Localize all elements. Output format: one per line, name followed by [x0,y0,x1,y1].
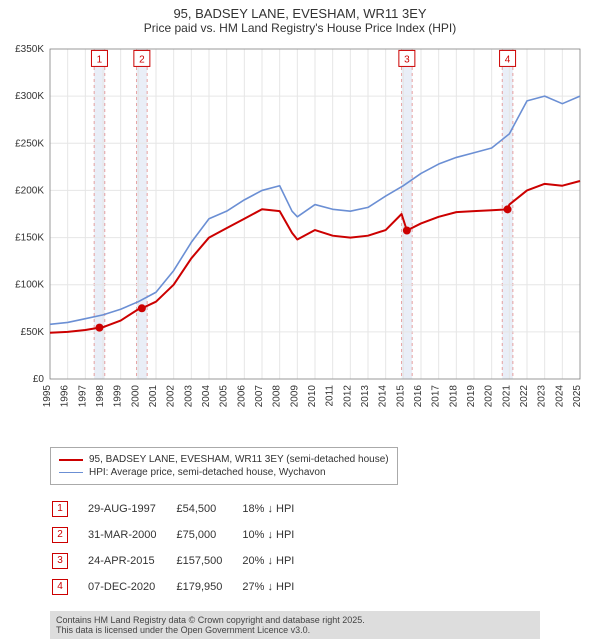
sale-marker-icon: 4 [52,579,68,595]
svg-text:2006: 2006 [236,385,247,408]
sale-marker-icon: 3 [52,553,68,569]
svg-text:2025: 2025 [572,385,583,408]
svg-text:2023: 2023 [537,385,548,408]
sale-price: £75,000 [176,523,240,547]
svg-text:£150K: £150K [15,233,44,244]
table-row: 2 31-MAR-2000£75,00010% ↓ HPI [52,523,312,547]
sale-date: 31-MAR-2000 [88,523,174,547]
legend: 95, BADSEY LANE, EVESHAM, WR11 3EY (semi… [50,447,398,485]
footer-line: Contains HM Land Registry data © Crown c… [56,615,534,625]
svg-text:2019: 2019 [466,385,477,408]
svg-text:4: 4 [505,54,511,65]
svg-text:£200K: £200K [15,185,44,196]
svg-text:2005: 2005 [219,385,230,408]
attribution-footer: Contains HM Land Registry data © Crown c… [50,611,540,639]
svg-text:£50K: £50K [21,327,45,338]
svg-text:1995: 1995 [42,385,53,408]
svg-text:2021: 2021 [501,385,512,408]
sale-delta: 18% ↓ HPI [242,497,312,521]
svg-text:£100K: £100K [15,280,44,291]
svg-text:2001: 2001 [148,385,159,408]
sale-date: 29-AUG-1997 [88,497,174,521]
sale-price: £54,500 [176,497,240,521]
legend-item: 95, BADSEY LANE, EVESHAM, WR11 3EY (semi… [59,454,389,465]
svg-text:2017: 2017 [431,385,442,408]
legend-swatch [59,459,83,461]
svg-text:2024: 2024 [554,385,565,408]
table-row: 3 24-APR-2015£157,50020% ↓ HPI [52,549,312,573]
svg-text:2007: 2007 [254,385,265,408]
sale-price: £157,500 [176,549,240,573]
svg-text:2022: 2022 [519,385,530,408]
svg-text:1997: 1997 [77,385,88,408]
svg-text:2014: 2014 [378,385,389,408]
svg-text:2015: 2015 [395,385,406,408]
sale-delta: 20% ↓ HPI [242,549,312,573]
svg-text:2002: 2002 [166,385,177,408]
svg-text:2010: 2010 [307,385,318,408]
svg-text:3: 3 [404,54,410,65]
sale-marker-icon: 1 [52,501,68,517]
legend-label: HPI: Average price, semi-detached house,… [89,467,326,478]
chart-subtitle: Price paid vs. HM Land Registry's House … [0,21,600,35]
legend-item: HPI: Average price, semi-detached house,… [59,467,389,478]
svg-text:2003: 2003 [183,385,194,408]
svg-text:2016: 2016 [413,385,424,408]
sale-date: 07-DEC-2020 [88,575,174,599]
svg-text:2: 2 [139,54,145,65]
line-chart-svg: £0 £50K £100K £150K £200K £250K £300K £350K 1995… [0,39,600,439]
svg-text:2012: 2012 [342,385,353,408]
svg-text:£250K: £250K [15,138,44,149]
table-row: 4 07-DEC-2020£179,95027% ↓ HPI [52,575,312,599]
sale-marker-icon: 2 [52,527,68,543]
svg-text:£350K: £350K [15,44,44,55]
footer-line: This data is licensed under the Open Gov… [56,625,534,635]
svg-text:£300K: £300K [15,91,44,102]
svg-text:2008: 2008 [272,385,283,408]
svg-text:2000: 2000 [130,385,141,408]
sale-delta: 10% ↓ HPI [242,523,312,547]
chart-area: £0 £50K £100K £150K £200K £250K £300K £350K 1995… [0,39,600,439]
svg-text:1996: 1996 [60,385,71,408]
svg-text:£0: £0 [33,374,45,385]
svg-text:1999: 1999 [113,385,124,408]
sale-date: 24-APR-2015 [88,549,174,573]
legend-label: 95, BADSEY LANE, EVESHAM, WR11 3EY (semi… [89,454,389,465]
svg-text:2018: 2018 [448,385,459,408]
svg-text:2020: 2020 [484,385,495,408]
chart-container: 95, BADSEY LANE, EVESHAM, WR11 3EY Price… [0,0,600,639]
svg-text:1998: 1998 [95,385,106,408]
svg-text:2004: 2004 [201,385,212,408]
svg-text:2011: 2011 [325,385,336,407]
svg-text:1: 1 [97,54,103,65]
chart-title: 95, BADSEY LANE, EVESHAM, WR11 3EY [0,0,600,21]
sale-price: £179,950 [176,575,240,599]
sale-delta: 27% ↓ HPI [242,575,312,599]
table-row: 1 29-AUG-1997£54,50018% ↓ HPI [52,497,312,521]
sales-table: 1 29-AUG-1997£54,50018% ↓ HPI 2 31-MAR-2000… [50,495,314,601]
legend-swatch [59,472,83,473]
svg-text:2013: 2013 [360,385,371,408]
svg-text:2009: 2009 [289,385,300,408]
